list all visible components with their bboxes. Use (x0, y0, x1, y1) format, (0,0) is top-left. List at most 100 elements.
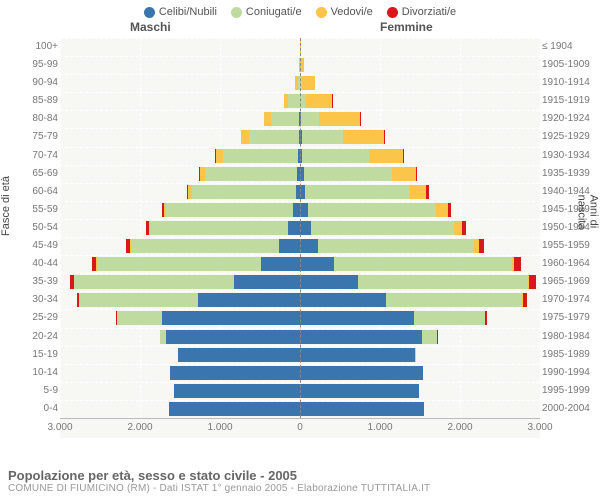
bar-segment (300, 239, 318, 253)
female-bar (300, 76, 315, 90)
female-bar (300, 330, 437, 344)
bar-segment (192, 185, 296, 199)
legend-label: Vedovi/e (331, 6, 373, 18)
bar-segment (426, 185, 428, 199)
footer: Popolazione per età, sesso e stato civil… (8, 468, 592, 494)
bar-segment (300, 348, 415, 362)
legend: Celibi/Nubili Coniugati/e Vedovi/e Divorzia… (0, 0, 600, 20)
female-bar (300, 293, 527, 307)
bar-segment (319, 112, 360, 126)
bar-segment (416, 167, 418, 181)
x-tick-label: 1.000 (367, 422, 392, 433)
age-label: 75-79 (4, 128, 58, 146)
birth-label: 1990-1994 (542, 364, 598, 382)
age-label: 50-54 (4, 219, 58, 237)
bar-segment (300, 330, 422, 344)
legend-swatch (387, 7, 398, 18)
bar-segment (302, 76, 315, 90)
legend-label: Coniugati/e (246, 6, 302, 18)
bar-segment (166, 330, 300, 344)
bar-segment (198, 293, 300, 307)
male-bar (264, 112, 300, 126)
bar-segment (293, 203, 300, 217)
bar-segment (436, 203, 447, 217)
legend-label: Celibi/Nubili (159, 6, 217, 18)
bar-segment (300, 402, 424, 416)
x-tick-label: 3.000 (527, 422, 552, 433)
birth-label: 1965-1969 (542, 273, 598, 291)
male-bar (178, 348, 300, 362)
female-bar (300, 384, 419, 398)
bar-segment (318, 239, 474, 253)
bar-segment (300, 221, 311, 235)
bar-segment (162, 311, 300, 325)
bar-segment (288, 94, 299, 108)
legend-label: Divorziati/e (402, 6, 456, 18)
bar-segment (166, 203, 292, 217)
birth-label: 1955-1959 (542, 237, 598, 255)
age-label: 40-44 (4, 255, 58, 273)
y-axis-age-labels: 100+95-9990-9485-8980-8475-7970-7465-696… (4, 38, 58, 418)
legend-item: Coniugati/e (231, 6, 302, 18)
male-bar (160, 330, 300, 344)
female-bar (300, 185, 429, 199)
bar-segment (131, 239, 279, 253)
birth-label: ≤ 1904 (542, 38, 598, 56)
female-bar (300, 167, 417, 181)
male-bar (199, 167, 300, 181)
bar-segment (422, 330, 437, 344)
bar-segment (386, 293, 522, 307)
footer-title: Popolazione per età, sesso e stato civil… (8, 468, 592, 483)
bar-segment (300, 275, 358, 289)
male-bar (187, 185, 300, 199)
age-label: 60-64 (4, 183, 58, 201)
x-tick-label: 1.000 (207, 422, 232, 433)
bar-segment (334, 257, 512, 271)
bar-segment (216, 149, 223, 163)
age-label: 100+ (4, 38, 58, 56)
legend-swatch (316, 7, 327, 18)
birth-label: 1915-1919 (542, 92, 598, 110)
bar-segment (308, 203, 437, 217)
female-bar (300, 402, 424, 416)
bar-segment (392, 167, 416, 181)
x-tick-label: 0 (297, 422, 303, 433)
male-bar (169, 402, 300, 416)
bar-segment (79, 293, 197, 307)
age-label: 95-99 (4, 56, 58, 74)
age-label: 30-34 (4, 291, 58, 309)
female-bar (300, 112, 360, 126)
birth-label: 1975-1979 (542, 309, 598, 327)
birth-label: 1935-1939 (542, 165, 598, 183)
bar-segment (343, 130, 384, 144)
bar-segment (249, 130, 299, 144)
bar-segment (271, 112, 299, 126)
male-bar (241, 130, 300, 144)
bar-segment (462, 221, 466, 235)
bar-segment (301, 112, 319, 126)
female-bar (300, 257, 521, 271)
bar-segment (117, 311, 163, 325)
bar-segment (369, 149, 403, 163)
age-label: 15-19 (4, 346, 58, 364)
male-bar (70, 275, 300, 289)
legend-swatch (144, 7, 155, 18)
birth-label: 1910-1914 (542, 74, 598, 92)
bar-segment (358, 275, 528, 289)
bar-segment (170, 366, 300, 380)
male-bar (162, 203, 300, 217)
male-bar (170, 366, 300, 380)
bar-segment (300, 293, 386, 307)
birth-label: 1960-1964 (542, 255, 598, 273)
birth-label: 1930-1934 (542, 147, 598, 165)
age-label: 55-59 (4, 201, 58, 219)
male-bar (116, 311, 300, 325)
male-bar (215, 149, 300, 163)
bar-segment (264, 112, 271, 126)
bar-segment (74, 275, 234, 289)
female-bar (300, 203, 451, 217)
x-tick-label: 2.000 (127, 422, 152, 433)
age-label: 80-84 (4, 110, 58, 128)
header-male: Maschi (130, 20, 171, 34)
bar-segment (410, 185, 426, 199)
